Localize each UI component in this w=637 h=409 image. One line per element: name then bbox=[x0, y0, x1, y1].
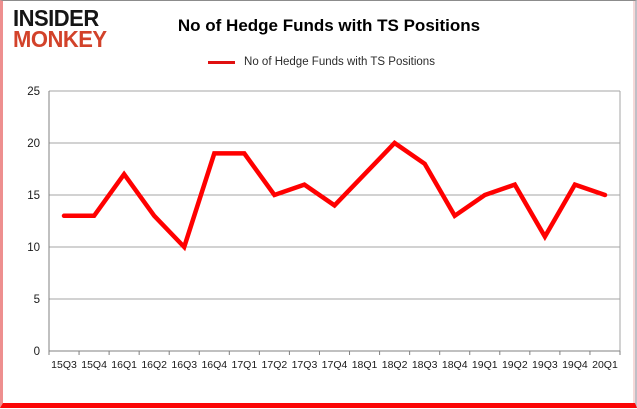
svg-text:18Q2: 18Q2 bbox=[382, 359, 408, 371]
legend-label: No of Hedge Funds with TS Positions bbox=[244, 56, 435, 68]
svg-text:15Q3: 15Q3 bbox=[51, 359, 77, 371]
svg-text:16Q4: 16Q4 bbox=[201, 359, 227, 371]
svg-text:0: 0 bbox=[34, 346, 40, 358]
svg-text:20Q1: 20Q1 bbox=[592, 359, 618, 371]
page-title: No of Hedge Funds with TS Positions bbox=[177, 16, 481, 35]
svg-text:5: 5 bbox=[34, 294, 40, 306]
svg-text:18Q3: 18Q3 bbox=[412, 359, 438, 371]
svg-text:10: 10 bbox=[27, 242, 40, 254]
line-chart: 0 5 10 15 20 25 15Q3 15Q4 16Q1 16Q2 16Q3 16Q4 17Q1 17… bbox=[27, 86, 621, 371]
svg-text:16Q1: 16Q1 bbox=[111, 359, 137, 371]
svg-text:15Q4: 15Q4 bbox=[81, 359, 107, 371]
svg-text:18Q1: 18Q1 bbox=[352, 359, 378, 371]
svg-text:17Q1: 17Q1 bbox=[231, 359, 257, 371]
svg-text:16Q3: 16Q3 bbox=[171, 359, 197, 371]
insider-monkey-logo: INSIDER MONKEY bbox=[13, 4, 107, 53]
logo-insider-text: INSIDER bbox=[13, 4, 99, 32]
svg-text:19Q4: 19Q4 bbox=[562, 359, 588, 371]
svg-text:18Q4: 18Q4 bbox=[442, 359, 468, 371]
svg-text:17Q4: 17Q4 bbox=[322, 359, 348, 371]
svg-text:17Q2: 17Q2 bbox=[262, 359, 288, 371]
svg-text:19Q3: 19Q3 bbox=[532, 359, 558, 371]
legend: No of Hedge Funds with TS Positions bbox=[3, 56, 637, 68]
logo-monkey-text: MONKEY bbox=[13, 26, 107, 53]
svg-text:19Q1: 19Q1 bbox=[472, 359, 498, 371]
svg-text:25: 25 bbox=[27, 86, 40, 98]
svg-text:20: 20 bbox=[27, 138, 40, 150]
svg-text:17Q3: 17Q3 bbox=[292, 359, 318, 371]
svg-text:19Q2: 19Q2 bbox=[502, 359, 528, 371]
legend-line-icon bbox=[208, 60, 236, 64]
svg-text:15: 15 bbox=[27, 190, 40, 202]
svg-text:16Q2: 16Q2 bbox=[141, 359, 167, 371]
